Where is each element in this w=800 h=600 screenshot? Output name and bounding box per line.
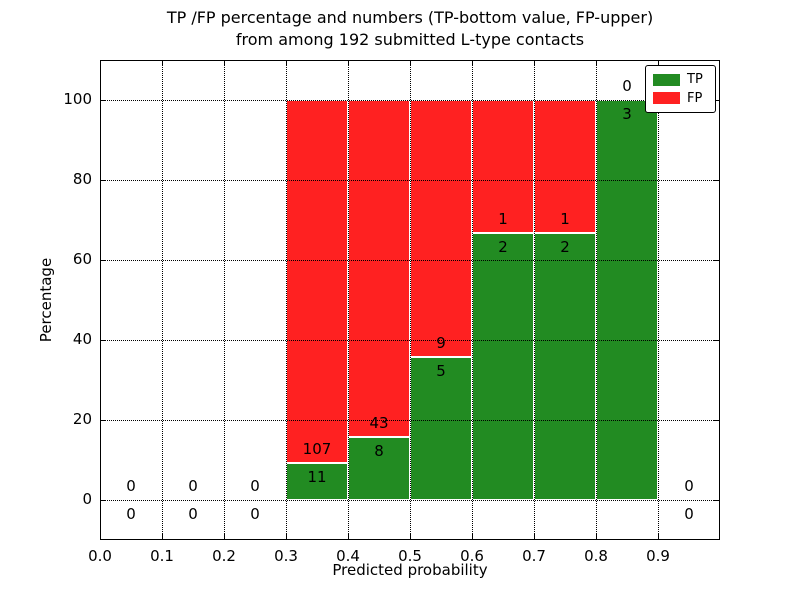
- tp-legend-label: TP: [687, 72, 703, 88]
- x-gridline: [224, 60, 225, 540]
- tp-count-label: 8: [374, 442, 384, 461]
- y-tick-mark: [100, 180, 106, 181]
- tp-count-label: 11: [307, 467, 327, 486]
- x-gridline: [658, 60, 659, 540]
- x-tick-label: 0.5: [398, 547, 422, 565]
- tp-bar-segment: [472, 233, 534, 500]
- x-gridline: [162, 60, 163, 540]
- x-tick-mark: [534, 534, 535, 540]
- x-tick-mark: [596, 60, 597, 66]
- fp-bar-segment: [410, 100, 472, 358]
- fp-count-label: 107: [302, 439, 332, 458]
- x-tick-mark: [162, 534, 163, 540]
- chart-title-line1: TP /FP percentage and numbers (TP-bottom…: [166, 8, 654, 27]
- x-tick-mark: [162, 60, 163, 66]
- y-tick-mark: [100, 340, 106, 341]
- x-gridline: [348, 60, 349, 540]
- y-tick-mark: [714, 500, 720, 501]
- y-tick-mark: [714, 420, 720, 421]
- y-tick-label: 100: [63, 90, 92, 108]
- x-gridline: [472, 60, 473, 540]
- fp-count-label: 1: [498, 210, 508, 229]
- x-gridline: [596, 60, 597, 540]
- y-tick-label: 60: [72, 250, 92, 268]
- x-tick-mark: [348, 534, 349, 540]
- y-tick-mark: [714, 340, 720, 341]
- tp-count-label: 2: [560, 238, 570, 257]
- x-tick-mark: [658, 60, 659, 66]
- x-tick-mark: [658, 534, 659, 540]
- tp-count-label: 5: [436, 362, 446, 381]
- chart-title-line2: from among 192 submitted L-type contacts: [235, 30, 585, 49]
- tp-count-label: 0: [684, 505, 694, 523]
- x-tick-mark: [100, 60, 101, 66]
- fp-swatch-icon: [653, 92, 680, 105]
- x-tick-mark: [100, 534, 101, 540]
- fp-count-label: 0: [622, 77, 632, 95]
- fp-count-label: 0: [250, 477, 260, 495]
- x-tick-mark: [286, 60, 287, 66]
- tp-swatch-icon: [653, 73, 680, 86]
- fp-count-label: 43: [369, 414, 389, 433]
- x-tick-mark: [534, 60, 535, 66]
- y-tick-mark: [714, 180, 720, 181]
- x-tick-label: 0.2: [212, 547, 236, 565]
- x-tick-label: 0.8: [584, 547, 608, 565]
- x-gridline: [534, 60, 535, 540]
- x-tick-mark: [224, 60, 225, 66]
- fp-count-label: 0: [126, 477, 136, 495]
- x-axis-label: Predicted probability: [332, 561, 488, 579]
- y-tick-mark: [714, 260, 720, 261]
- tp-count-label: 0: [250, 505, 260, 523]
- y-tick-label: 80: [72, 170, 92, 188]
- tp-count-label: 0: [126, 505, 136, 523]
- tp-count-label: 3: [622, 105, 632, 123]
- x-tick-label: 0.1: [150, 547, 174, 565]
- fp-count-label: 1: [560, 210, 570, 229]
- tp-count-label: 2: [498, 238, 508, 257]
- legend-item-fp: FP: [646, 92, 715, 105]
- fp-bar-segment: [286, 100, 348, 463]
- fp-count-label: 0: [684, 477, 694, 495]
- tp-bar-segment: [348, 437, 410, 500]
- x-tick-label: 0.3: [274, 547, 298, 565]
- y-tick-label: 40: [72, 330, 92, 348]
- y-tick-mark: [100, 420, 106, 421]
- y-tick-mark: [714, 100, 720, 101]
- x-tick-mark: [286, 534, 287, 540]
- fp-count-label: 9: [436, 334, 446, 353]
- x-tick-mark: [348, 60, 349, 66]
- x-tick-mark: [472, 534, 473, 540]
- x-gridline: [286, 60, 287, 540]
- tp-bar-segment: [286, 462, 348, 500]
- x-tick-mark: [596, 534, 597, 540]
- y-tick-mark: [100, 100, 106, 101]
- x-tick-mark: [224, 534, 225, 540]
- fp-bar-segment: [348, 100, 410, 438]
- y-tick-mark: [100, 500, 106, 501]
- tp-bar-segment: [596, 100, 658, 500]
- fp-count-label: 0: [188, 477, 198, 495]
- y-tick-mark: [100, 260, 106, 261]
- x-tick-label: 0.7: [522, 547, 546, 565]
- y-tick-label: 20: [72, 410, 92, 428]
- legend: TP FP: [645, 65, 716, 113]
- x-gridline: [410, 60, 411, 540]
- x-tick-mark: [472, 60, 473, 66]
- x-tick-label: 0.0: [88, 547, 112, 565]
- chart-title: TP /FP percentage and numbers (TP-bottom…: [100, 7, 720, 51]
- legend-item-tp: TP: [646, 73, 715, 86]
- x-tick-label: 0.6: [460, 547, 484, 565]
- y-tick-label: 0: [82, 490, 92, 508]
- x-tick-label: 0.9: [646, 547, 670, 565]
- x-tick-mark: [410, 60, 411, 66]
- x-tick-label: 0.4: [336, 547, 360, 565]
- tp-count-label: 0: [188, 505, 198, 523]
- fp-legend-label: FP: [687, 90, 703, 106]
- tp-bar-segment: [534, 233, 596, 500]
- x-tick-mark: [410, 534, 411, 540]
